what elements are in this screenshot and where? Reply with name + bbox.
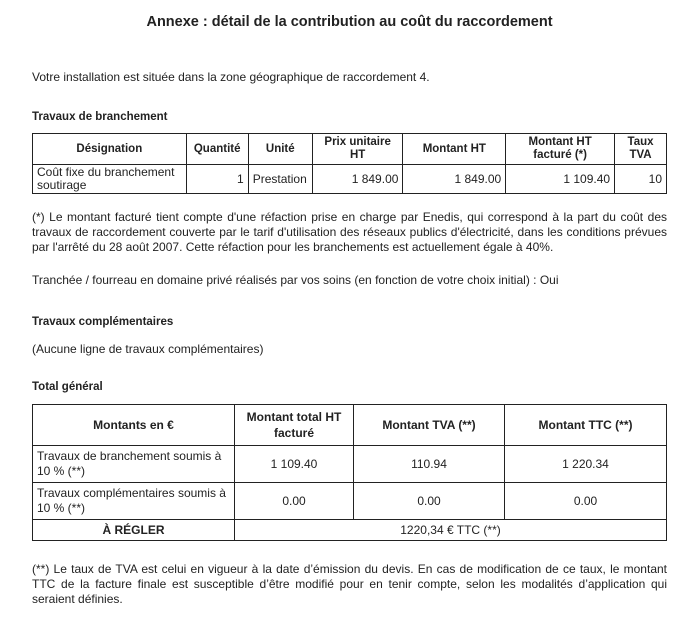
cell-tva: 110.94 <box>353 445 505 483</box>
table-row: Coût fixe du branchement soutirage 1 Pre… <box>32 164 667 194</box>
col-unite: Unité <box>247 133 313 165</box>
zone-text: Votre installation est située dans la zo… <box>32 70 430 84</box>
col-tva: Montant TVA (**) <box>353 404 505 446</box>
complementaires-text: (Aucune ligne de travaux complémentaires… <box>32 342 264 356</box>
cell-label: Travaux de branchement soumis à 10 % (**… <box>32 445 235 483</box>
total-heading: Total général <box>32 381 103 393</box>
cell-total-ht: 1 109.40 <box>234 445 354 483</box>
regler-label: À RÉGLER <box>32 519 235 541</box>
refaction-note: (*) Le montant facturé tient compte d'un… <box>32 210 667 254</box>
col-quantite: Quantité <box>185 133 249 165</box>
cell-prix-unitaire: 1 849.00 <box>311 164 404 194</box>
cell-tva: 0.00 <box>353 482 505 520</box>
cell-ttc: 1 220.34 <box>504 445 667 483</box>
col-designation: Désignation <box>32 133 187 165</box>
col-prix-unitaire: Prix unitaire HT <box>311 133 404 165</box>
branchement-heading: Travaux de branchement <box>32 111 168 123</box>
table-header-row: Désignation Quantité Unité Prix unitaire… <box>32 133 667 165</box>
cell-designation: Coût fixe du branchement soutirage <box>32 164 187 194</box>
cell-label: Travaux complémentaires soumis à 10 % (*… <box>32 482 235 520</box>
table-row: Travaux de branchement soumis à 10 % (**… <box>32 445 667 483</box>
cell-montant-ht: 1 849.00 <box>402 164 507 194</box>
table-header-row: Montants en € Montant total HT facturé M… <box>32 404 667 446</box>
tranchee-text: Tranchée / fourreau en domaine privé réa… <box>32 273 559 287</box>
col-taux-tva: Taux TVA <box>614 133 667 165</box>
total-row: À RÉGLER 1220,34 € TTC (**) <box>32 519 667 541</box>
table-row: Travaux complémentaires soumis à 10 % (*… <box>32 482 667 520</box>
complementaires-heading: Travaux complémentaires <box>32 316 174 328</box>
cell-ttc: 0.00 <box>504 482 667 520</box>
total-table: Montants en € Montant total HT facturé M… <box>32 404 667 541</box>
cell-montant-facture: 1 109.40 <box>505 164 616 194</box>
page-title: Annexe : détail de la contribution au co… <box>146 14 553 30</box>
cell-unite: Prestation <box>247 164 313 194</box>
regler-value: 1220,34 € TTC (**) <box>234 519 667 541</box>
tva-note: (**) Le taux de TVA est celui en vigueur… <box>32 562 667 606</box>
col-montant-ht: Montant HT <box>402 133 507 165</box>
col-montant-facture: Montant HT facturé (*) <box>505 133 616 165</box>
col-montants: Montants en € <box>32 404 235 446</box>
cell-total-ht: 0.00 <box>234 482 354 520</box>
col-ttc: Montant TTC (**) <box>504 404 667 446</box>
cell-quantite: 1 <box>185 164 249 194</box>
cell-taux-tva: 10 <box>614 164 667 194</box>
branchement-table: Désignation Quantité Unité Prix unitaire… <box>32 133 667 194</box>
col-total-ht: Montant total HT facturé <box>234 404 354 446</box>
